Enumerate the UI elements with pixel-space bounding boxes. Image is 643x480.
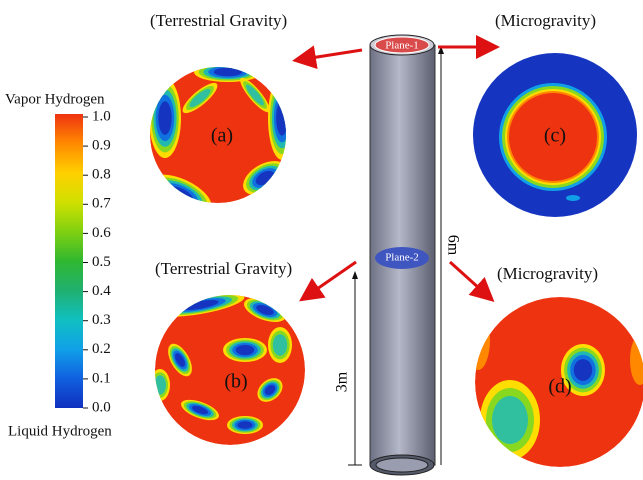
panel-label: (c) [544,125,566,147]
contour-b [150,288,305,445]
colorbar-tick-label: 0.5 [92,254,111,270]
panel-title: (Terrestrial Gravity) [150,11,287,30]
colorbar-tick-label: 1.0 [92,108,111,124]
panel-title: (Microgravity) [497,264,598,283]
arrow [298,50,362,60]
colorbar-top-label: Vapor Hydrogen [5,91,105,107]
colorbar [55,114,83,408]
colorbar-tick-label: 0.2 [92,341,111,357]
panel-label: (b) [224,371,247,393]
colorbar-tick-label: 0.4 [92,283,111,299]
colorbar-tick-label: 0.8 [92,167,111,183]
plane-label: Plane-1 [385,40,419,52]
colorbar-bottom-label: Liquid Hydrogen [8,423,112,439]
panel-title: (Terrestrial Gravity) [155,259,292,278]
arrow [304,262,356,298]
colorbar-tick-label: 0.0 [92,399,111,415]
colorbar-ticks: 1.0 0.9 0.8 0.7 0.6 0.5 0.4 0.3 0.2 0.1 0.0 [83,108,111,415]
colorbar-tick-label: 0.9 [92,138,111,154]
arrow [450,262,490,298]
plane-label: Plane-2 [385,252,419,264]
colorbar-tick-label: 0.7 [92,196,111,212]
panel-label: (d) [548,376,571,398]
colorbar-tick-label: 0.6 [92,225,111,241]
figure: Vapor Hydrogen 1.0 0.9 0.8 0.7 0.6 0.5 0.4 0.3 0… [0,0,643,480]
dimension-label: 3m [334,371,351,392]
dimension-label: 6m [444,235,461,256]
colorbar-tick-label: 0.3 [92,312,111,328]
panel-title: (Microgravity) [495,11,596,30]
colorbar-tick-label: 0.1 [92,370,111,386]
panel-label: (a) [211,125,233,147]
